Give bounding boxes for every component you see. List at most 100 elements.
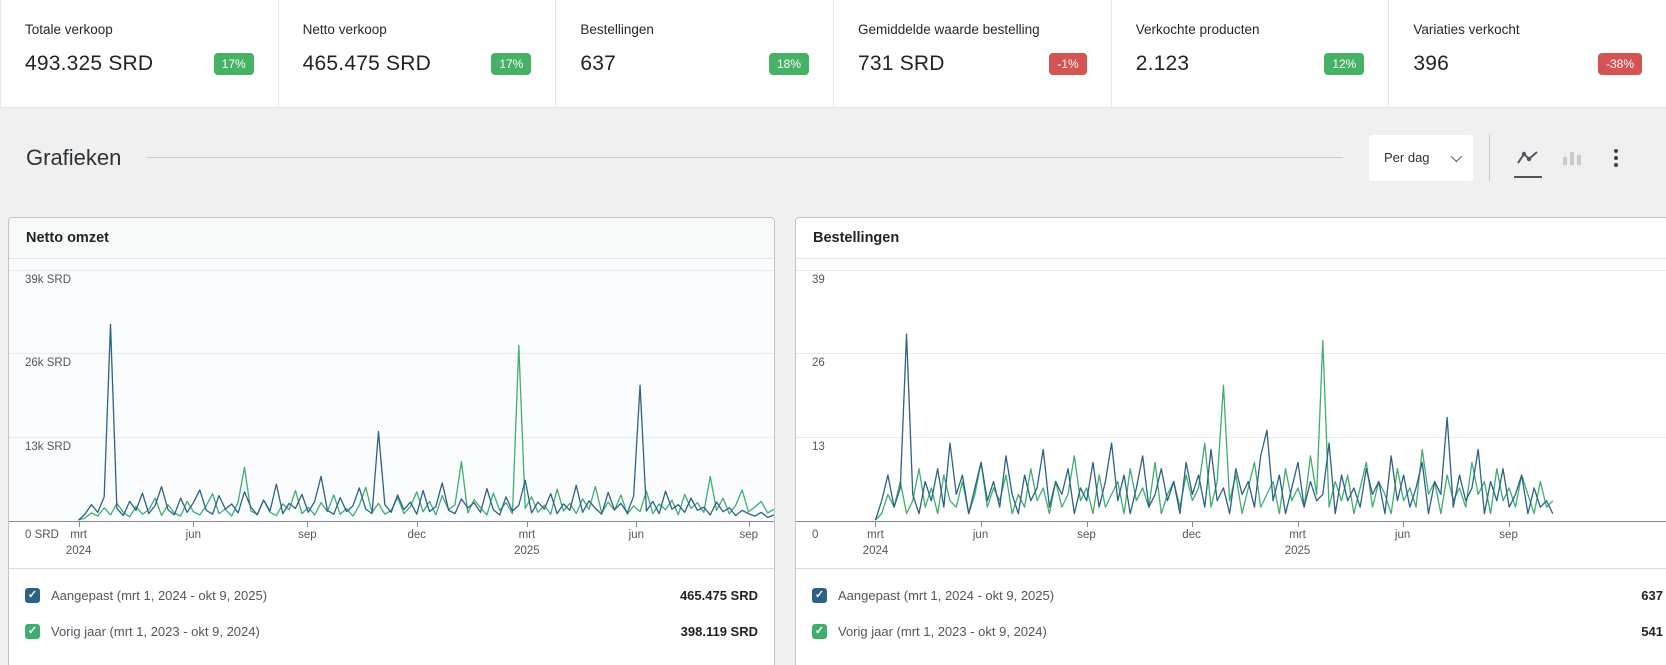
y-axis-label: 39k SRD	[25, 274, 72, 286]
bar-chart-icon	[1563, 151, 1581, 165]
legend-row: ✓ Vorig jaar (mrt 1, 2023 - okt 9, 2024) 5…	[812, 613, 1663, 649]
kpi-label: Totale verkoop	[25, 22, 113, 37]
net-revenue-chart-canvas[interactable]: 39k SRD 26k SRD 13k SRD	[9, 259, 774, 522]
legend-series-total: 465.475 SRD	[679, 587, 758, 603]
legend-checkbox[interactable]: ✓	[25, 587, 40, 603]
x-tick-mark	[1508, 522, 1510, 527]
kpi-value: 637	[580, 52, 616, 75]
legend-series-total: 541	[1641, 623, 1663, 639]
x-tick-mark	[1297, 522, 1299, 527]
line-chart-icon	[1517, 150, 1538, 164]
chart-series-svg	[796, 259, 1666, 521]
gridline	[9, 270, 774, 271]
more-options-button[interactable]	[1598, 140, 1634, 176]
chevron-down-icon	[1450, 150, 1463, 162]
legend-series-label: Vorig jaar (mrt 1, 2023 - okt 9, 2024)	[51, 623, 260, 639]
gridline	[796, 437, 1666, 438]
legend-series-total: 398.119 SRD	[680, 623, 758, 639]
kpi-delta-badge: -1%	[1049, 53, 1087, 75]
x-tick-mark	[1191, 522, 1193, 527]
kpi-delta-badge: -38%	[1598, 53, 1643, 75]
x-tick-label: mrt	[867, 529, 884, 541]
x-tick-mark	[636, 522, 638, 527]
interval-dropdown[interactable]: Per dag	[1369, 134, 1473, 181]
y-axis-label: 39	[812, 274, 825, 286]
x-tick-label: jun	[185, 529, 202, 541]
net-revenue-chart-panel: Netto omzet 39k SRD 26k SRD 13k SRD 0 SRD m…	[8, 217, 775, 665]
kpi-label: Variaties verkocht	[1413, 22, 1520, 37]
x-tick-mark	[416, 522, 418, 527]
x-tick-label: sep	[739, 529, 759, 541]
x-tick-mark	[193, 522, 195, 527]
x-tick-label: jun	[1394, 529, 1411, 541]
check-icon: ✓	[814, 624, 825, 637]
x-tick-label: sep	[298, 529, 317, 541]
x-tick-label: dec	[407, 529, 427, 541]
kpi-label: Netto verkoop	[302, 22, 387, 37]
legend-series-label: Vorig jaar (mrt 1, 2023 - okt 9, 2024)	[838, 623, 1047, 639]
kpi-card[interactable]: Totale verkoop 493.325 SRD 17%	[0, 0, 278, 107]
x-tick-year-label: 2024	[862, 545, 889, 557]
kpi-value: 493.325 SRD	[25, 52, 154, 75]
kpi-label: Bestellingen	[580, 22, 654, 37]
x-tick-mark	[980, 522, 982, 527]
x-tick-year-label: 2024	[65, 545, 92, 557]
toolbar-divider	[1489, 134, 1490, 181]
x-axis: 0 mrt 2024 jun sep dec mrt 2025 jun sep	[796, 522, 1666, 568]
kpi-delta-badge: 17%	[491, 53, 532, 75]
orders-chart-canvas[interactable]: 39 26 13	[796, 259, 1666, 522]
x-tick-mark	[78, 522, 80, 527]
kpi-value: 465.475 SRD	[302, 52, 431, 75]
section-title: Grafieken	[26, 144, 122, 170]
x-tick-label: sep	[1077, 529, 1096, 541]
y-axis-zero-label: 0	[812, 529, 819, 541]
charts-section-header: Grafieken Per dag	[0, 108, 1666, 207]
chart-title: Bestellingen	[796, 218, 1666, 259]
legend-checkbox[interactable]: ✓	[812, 623, 827, 639]
chart-title: Netto omzet	[9, 218, 774, 259]
line-chart-view-button[interactable]	[1510, 140, 1546, 178]
kpi-card[interactable]: Variaties verkocht 396 -38%	[1388, 0, 1666, 107]
y-axis-label: 13	[812, 441, 825, 453]
legend-checkbox[interactable]: ✓	[25, 623, 40, 639]
bar-chart-view-button[interactable]	[1554, 140, 1590, 176]
y-axis-label: 26k SRD	[25, 357, 72, 369]
gridline	[9, 437, 774, 438]
check-icon: ✓	[27, 588, 38, 601]
kpi-card[interactable]: Netto verkoop 465.475 SRD 17%	[277, 0, 556, 107]
check-icon: ✓	[27, 624, 38, 637]
x-axis: 0 SRD mrt 2024 jun sep dec mrt 2025 jun sep	[9, 522, 774, 568]
x-tick-mark	[875, 522, 877, 527]
chart-series-svg	[9, 259, 774, 521]
x-tick-mark	[307, 522, 309, 527]
gridline	[796, 270, 1666, 271]
gridline	[9, 353, 774, 354]
x-tick-label: mrt	[518, 529, 536, 541]
kpi-value: 2.123	[1135, 52, 1190, 75]
kebab-menu-icon	[1614, 148, 1618, 167]
kpi-delta-badge: 18%	[768, 53, 810, 75]
kpi-card[interactable]: Verkochte producten 2.123 12%	[1110, 0, 1389, 107]
x-tick-label: jun	[972, 529, 989, 541]
check-icon: ✓	[814, 588, 825, 601]
x-tick-year-label: 2025	[1284, 545, 1311, 557]
x-tick-label: dec	[1182, 529, 1201, 541]
x-tick-label: mrt	[1289, 529, 1306, 541]
legend-checkbox[interactable]: ✓	[812, 587, 827, 603]
kpi-delta-badge: 17%	[213, 53, 254, 75]
interval-dropdown-label: Per dag	[1384, 150, 1430, 165]
x-tick-label: jun	[628, 529, 644, 541]
legend-series-total: 637	[1641, 587, 1663, 603]
kpi-label: Verkochte producten	[1135, 22, 1260, 37]
kpi-card[interactable]: Gemiddelde waarde bestelling 731 SRD -1%	[833, 0, 1111, 107]
gridline	[796, 353, 1666, 354]
kpi-card[interactable]: Bestellingen 637 18%	[555, 0, 833, 107]
kpi-summary-bar: Totale verkoop 493.325 SRD 17% Netto ver…	[0, 0, 1666, 108]
kpi-label: Gemiddelde waarde bestelling	[858, 22, 1040, 37]
chart-legend: ✓ Aangepast (mrt 1, 2024 - okt 9, 2025) 63…	[796, 568, 1666, 649]
kpi-delta-badge: 12%	[1324, 53, 1365, 75]
x-tick-mark	[526, 522, 528, 527]
x-tick-year-label: 2025	[514, 545, 540, 557]
x-tick-mark	[1086, 522, 1088, 527]
x-tick-mark	[748, 522, 750, 527]
